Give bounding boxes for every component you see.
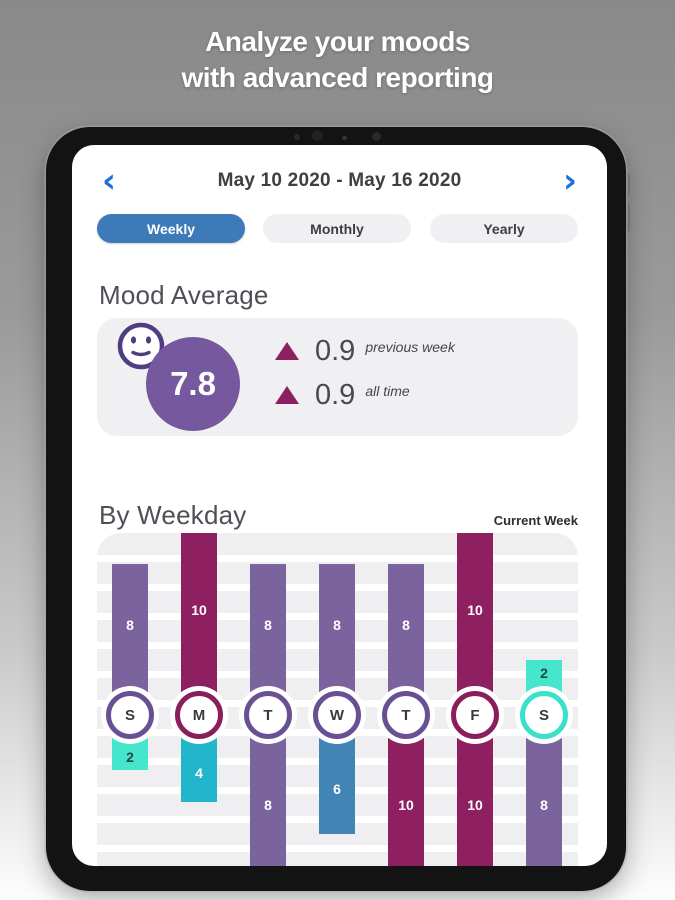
bar-value-lower-tue: 8 [264, 797, 272, 813]
camera-lens-icon [312, 130, 323, 141]
bar-value-upper-sun: 8 [126, 617, 134, 633]
stat-label: all time [365, 383, 410, 399]
promo-title-line1: Analyze your moods [205, 26, 470, 57]
tab-yearly[interactable]: Yearly [430, 214, 578, 243]
app-screen: ‹ May 10 2020 - May 16 2020 › Weekly Mon… [72, 145, 607, 866]
date-navigation: ‹ May 10 2020 - May 16 2020 › [72, 161, 607, 201]
stat-value: 0.9 [315, 378, 356, 411]
day-letter-fri: F [451, 691, 499, 739]
front-camera-icon [294, 134, 300, 140]
tab-weekly[interactable]: Weekly [97, 214, 245, 243]
mood-score-badge: 7.8 [146, 337, 240, 431]
bar-value-upper-mon: 10 [191, 602, 207, 618]
tablet-frame: ‹ May 10 2020 - May 16 2020 › Weekly Mon… [46, 127, 626, 891]
date-range-label: May 10 2020 - May 16 2020 [217, 170, 462, 191]
mood-average-card: 7.8 0.9 previous week 0.9 all time [97, 318, 578, 436]
stat-value: 0.9 [315, 334, 356, 367]
mood-average-title: Mood Average [99, 280, 269, 310]
day-circle-wed[interactable]: W [308, 686, 366, 744]
day-letter-sun: S [106, 691, 154, 739]
bar-value-lower-sat: 8 [540, 797, 548, 813]
stat-all-time: 0.9 all time [275, 373, 410, 417]
day-circle-sat[interactable]: S [515, 686, 573, 744]
day-letter-thu: T [382, 691, 430, 739]
stat-label: previous week [365, 339, 455, 355]
day-circle-fri[interactable]: F [446, 686, 504, 744]
day-circle-sun[interactable]: S [101, 686, 159, 744]
promo-title-line2: with advanced reporting [181, 62, 494, 93]
current-week-legend: Current Week [493, 513, 578, 528]
mood-score-value: 7.8 [170, 365, 216, 402]
smiley-face-icon [117, 322, 165, 370]
day-letter-mon: M [175, 691, 223, 739]
weekday-chart: 8 2 S 10 4 M 8 8 T 8 6 W 8 10 T 10 10 F 2 8 S [97, 533, 578, 866]
up-triangle-icon [275, 386, 299, 404]
prev-week-button[interactable]: ‹ [102, 161, 117, 201]
day-circle-thu[interactable]: T [377, 686, 435, 744]
bar-value-lower-thu: 10 [398, 797, 414, 813]
report-period-tabs: Weekly Monthly Yearly [72, 214, 607, 243]
by-weekday-title: By Weekday [99, 500, 247, 530]
day-letter-sat: S [520, 691, 568, 739]
up-triangle-icon [275, 342, 299, 360]
bar-value-lower-fri: 10 [467, 797, 483, 813]
bar-upper-fri [457, 533, 493, 715]
volume-up-button[interactable] [622, 173, 630, 196]
bar-value-upper-tue: 8 [264, 617, 272, 633]
bar-value-upper-sat: 2 [540, 665, 548, 681]
promo-title: Analyze your moods with advanced reporti… [0, 24, 675, 96]
day-circle-tue[interactable]: T [239, 686, 297, 744]
volume-down-button[interactable] [622, 203, 630, 232]
day-letter-tue: T [244, 691, 292, 739]
bar-value-lower-wed: 6 [333, 781, 341, 797]
next-week-button[interactable]: › [562, 161, 577, 201]
bar-upper-mon [181, 533, 217, 715]
sensor-dot-icon [342, 136, 347, 140]
bar-value-lower-sun: 2 [126, 749, 134, 765]
tab-monthly[interactable]: Monthly [263, 214, 411, 243]
camera-dot-icon [372, 132, 381, 141]
bar-value-upper-fri: 10 [467, 602, 483, 618]
bar-value-upper-thu: 8 [402, 617, 410, 633]
day-circle-mon[interactable]: M [170, 686, 228, 744]
day-letter-wed: W [313, 691, 361, 739]
bar-value-lower-mon: 4 [195, 765, 203, 781]
stat-previous-week: 0.9 previous week [275, 329, 455, 373]
bar-value-upper-wed: 8 [333, 617, 341, 633]
